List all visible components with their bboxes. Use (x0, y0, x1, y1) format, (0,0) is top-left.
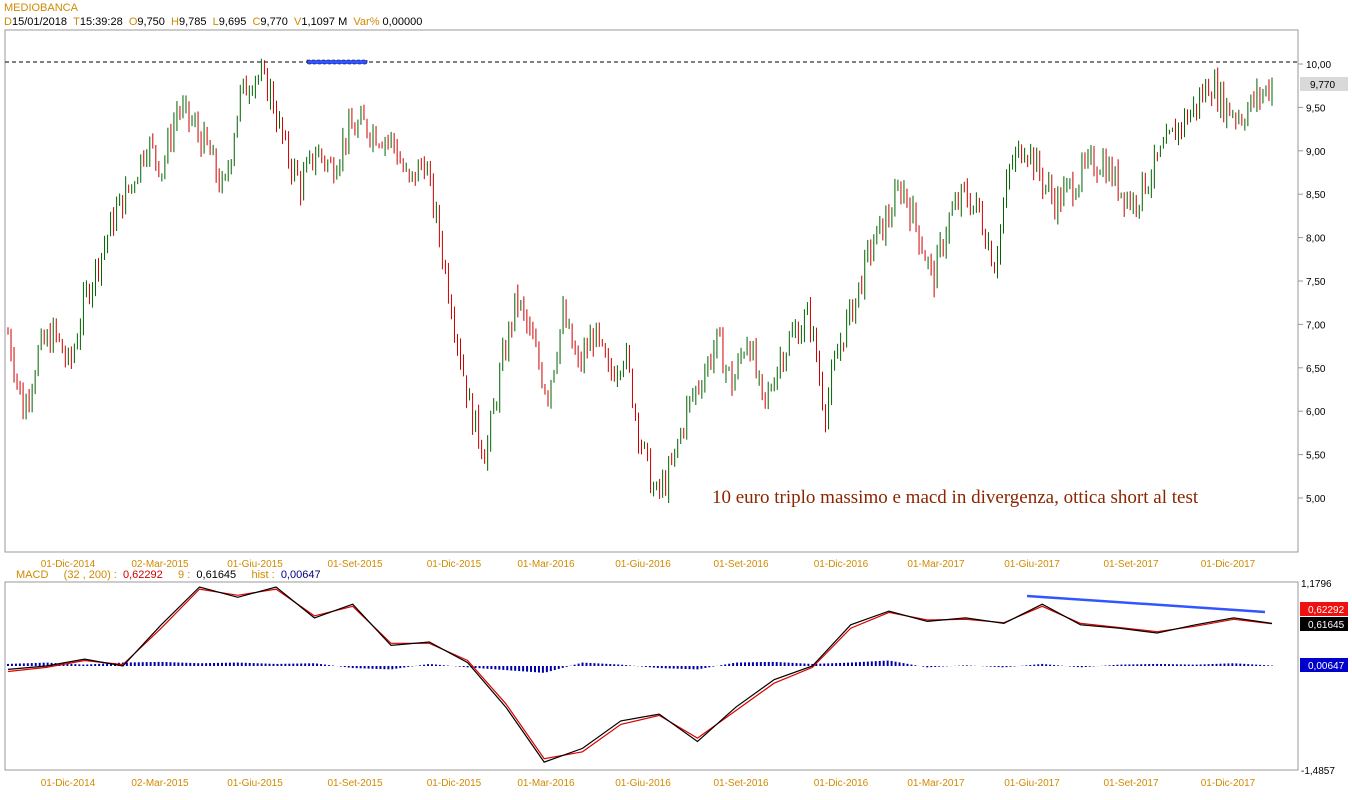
x-tick-label: 01-Dic-2016 (814, 778, 869, 789)
macd-histogram (7, 660, 1273, 673)
hist-tag-label: 0,00647 (1308, 661, 1345, 672)
current-price-tag (1300, 77, 1348, 91)
high-value: 9,785 (179, 16, 207, 28)
price-tick-label: 7,50 (1306, 277, 1326, 288)
x-tick-label: 02-Mar-2015 (131, 559, 189, 570)
time-label: T (73, 16, 80, 28)
x-tick-label: 01-Dic-2016 (814, 559, 869, 570)
x-axis-price: 01-Dic-2014 02-Mar-2015 01-Giu-2015 01-Set-… (41, 559, 1256, 570)
x-tick-label: 01-Set-2016 (713, 559, 768, 570)
date-label: D (4, 16, 12, 28)
x-tick-label: 01-Set-2017 (1103, 778, 1158, 789)
x-tick-label: 02-Mar-2015 (131, 778, 189, 789)
macd-tag-label: 0,62292 (1308, 605, 1345, 616)
price-tick-label: 10,00 (1306, 60, 1331, 71)
macd-panel-frame (4, 581, 1299, 771)
price-tick-label: 6,00 (1306, 407, 1326, 418)
x-tick-label: 01-Dic-2015 (427, 559, 482, 570)
candlestick-series (7, 58, 1273, 504)
macd-axis-top: 1,1796 (1301, 579, 1332, 590)
price-tick-label: 8,00 (1306, 234, 1326, 245)
top-marker (306, 59, 368, 65)
var-value: 0,00000 (382, 16, 423, 28)
price-tick-label: 7,00 (1306, 320, 1326, 331)
low-value: 9,695 (218, 16, 247, 28)
signal-tag (1300, 617, 1348, 631)
x-tick-label: 01-Dic-2015 (427, 778, 482, 789)
x-tick-label: 01-Dic-2014 (41, 559, 96, 570)
x-axis-macd: 01-Dic-2014 02-Mar-2015 01-Giu-2015 01-Set-… (41, 778, 1256, 789)
high-label: H (171, 16, 179, 28)
macd-params: (32 , 200) : (63, 569, 117, 581)
x-tick-label: 01-Set-2015 (327, 559, 382, 570)
x-tick-label: 01-Giu-2017 (1004, 778, 1060, 789)
price-tick-label: 6,50 (1306, 364, 1326, 375)
close-label: C (252, 16, 261, 28)
divergence-trendline (1026, 594, 1266, 614)
price-panel-frame (4, 29, 1299, 553)
volume-value: 1,1097 M (301, 16, 348, 28)
open-label: O (128, 16, 138, 28)
x-tick-label: 01-Giu-2015 (227, 778, 283, 789)
hist-value: 0,00647 (280, 569, 321, 581)
x-tick-label: 01-Mar-2016 (517, 778, 575, 789)
macd-info-bar: MACD (32 , 200) : 0,62292 9 : 0,61645 hi… (16, 569, 321, 581)
x-tick-label: 01-Mar-2017 (907, 559, 965, 570)
hist-label: hist : (251, 569, 275, 581)
current-price-label: 9,770 (1310, 80, 1335, 91)
macd-signal-line (7, 588, 1273, 760)
x-tick-label: 01-Mar-2016 (517, 559, 575, 570)
close-value: 9,770 (260, 16, 288, 28)
macd-axis-bottom: -1,4857 (1301, 766, 1335, 777)
price-axis: 10,00 9,50 9,00 8,50 8,00 7,50 7,00 6,50 6,00 5,5… (1298, 60, 1331, 505)
x-tick-label: 01-Giu-2015 (227, 559, 283, 570)
x-tick-label: 01-Set-2015 (327, 778, 382, 789)
price-tick-label: 5,00 (1306, 494, 1326, 505)
macd-tag (1300, 602, 1348, 616)
x-tick-label: 01-Dic-2017 (1201, 778, 1256, 789)
x-tick-label: 01-Giu-2017 (1004, 559, 1060, 570)
low-label: L (212, 16, 219, 28)
price-tick-label: 9,00 (1306, 147, 1326, 158)
signal-tag-label: 0,61645 (1308, 620, 1345, 631)
x-tick-label: 01-Dic-2017 (1201, 559, 1256, 570)
price-tick-label: 9,50 (1306, 103, 1326, 114)
x-tick-label: 01-Mar-2017 (907, 778, 965, 789)
chart-annotation: 10 euro triplo massimo e macd in diverge… (712, 487, 1199, 508)
time-value: 15:39:28 (79, 16, 123, 28)
quote-info-bar: D15/01/2018 T15:39:28 O9,750 H9,785 L9,6… (4, 16, 422, 28)
x-tick-label: 01-Giu-2016 (615, 778, 671, 789)
price-tick-label: 5,50 (1306, 451, 1326, 462)
signal-value: 0,61645 (196, 569, 237, 581)
volume-label: V (294, 16, 302, 28)
macd-value: 0,62292 (123, 569, 163, 581)
x-tick-label: 01-Dic-2014 (41, 778, 96, 789)
open-value: 9,750 (137, 16, 165, 28)
signal-label: 9 : (178, 569, 191, 581)
x-tick-label: 01-Giu-2016 (615, 559, 671, 570)
price-tick-label: 8,50 (1306, 190, 1326, 201)
x-tick-label: 01-Set-2016 (713, 778, 768, 789)
date-value: 15/01/2018 (11, 16, 68, 28)
x-tick-label: 01-Set-2017 (1103, 559, 1158, 570)
macd-line (7, 586, 1273, 763)
macd-name: MACD (16, 569, 49, 581)
hist-tag (1300, 658, 1348, 672)
instrument-title: MEDIOBANCA (4, 2, 78, 14)
var-label: Var% (353, 16, 380, 28)
